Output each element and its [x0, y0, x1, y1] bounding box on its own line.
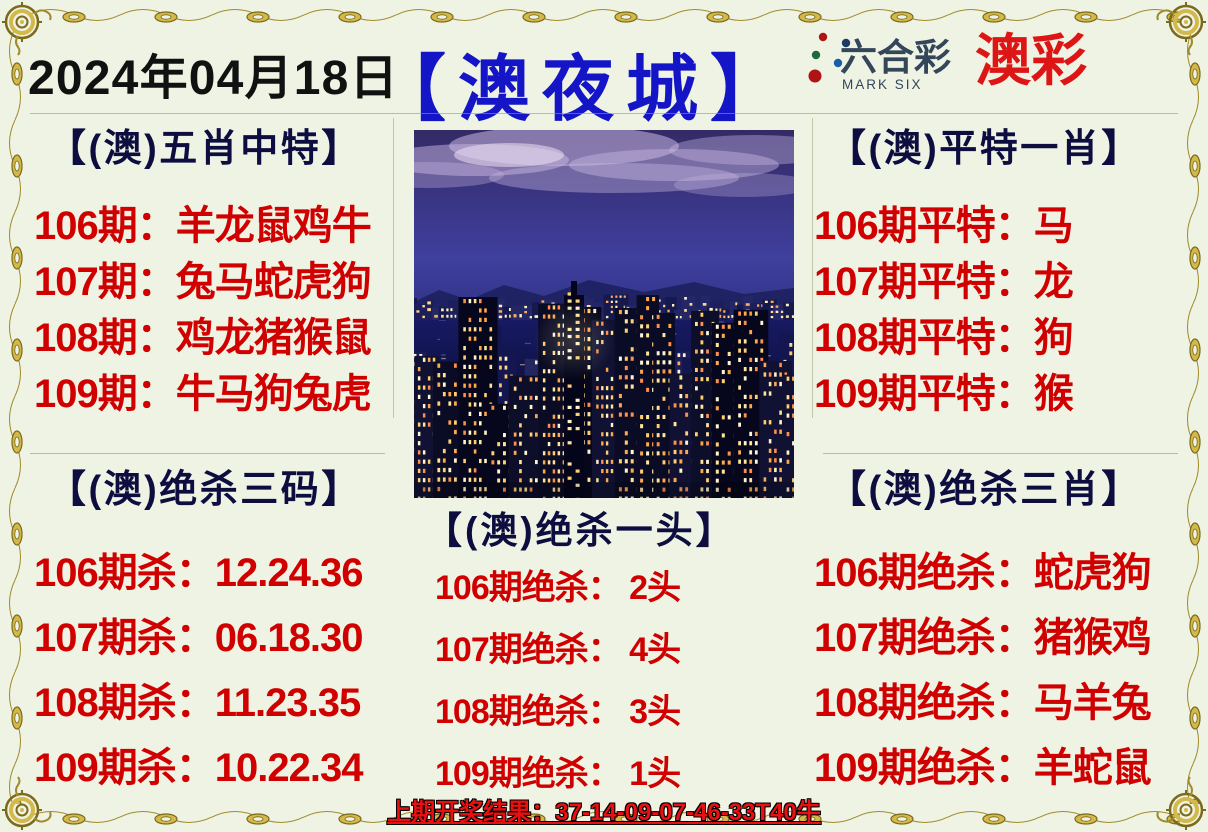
svg-text:六合彩: 六合彩 — [840, 37, 951, 78]
svg-text:澳彩: 澳彩 — [975, 29, 1087, 92]
svg-text:MARK SIX: MARK SIX — [842, 77, 923, 92]
